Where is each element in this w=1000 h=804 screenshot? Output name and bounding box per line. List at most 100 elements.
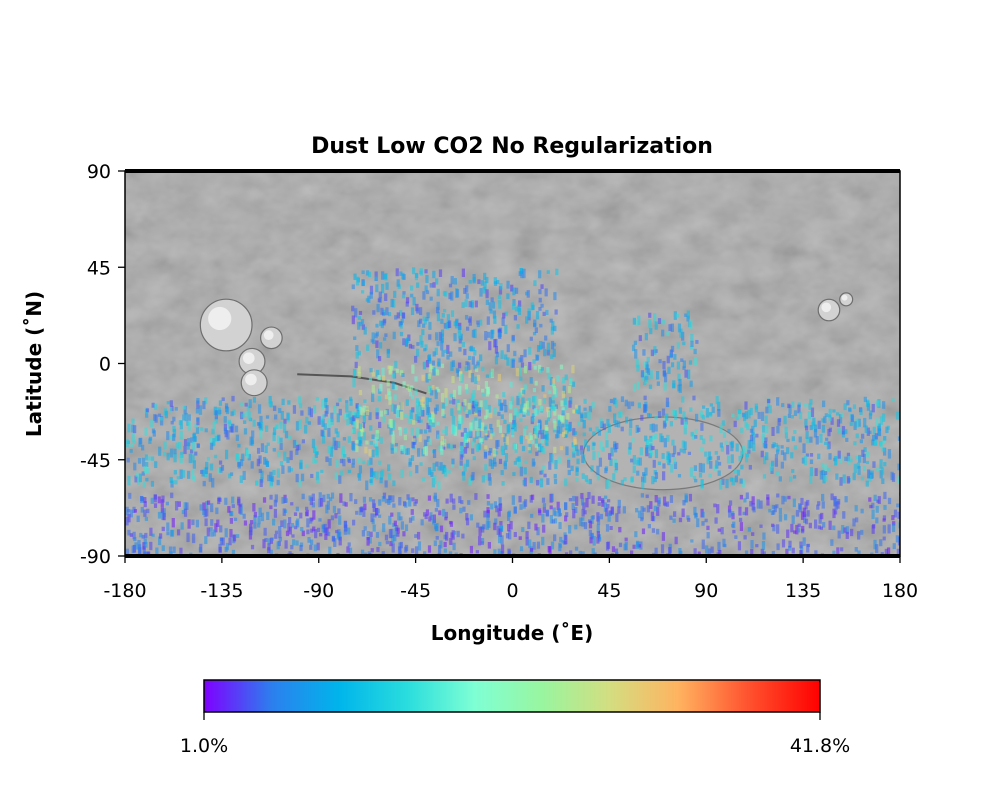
- heatmap-cell: [872, 435, 876, 441]
- heatmap-cell: [533, 395, 537, 406]
- heatmap-cell: [882, 515, 887, 521]
- heatmap-cell: [399, 541, 403, 549]
- heatmap-cell: [800, 511, 805, 520]
- heatmap-cell: [733, 469, 738, 474]
- heatmap-cell: [249, 526, 253, 536]
- heatmap-cell: [500, 470, 504, 476]
- heatmap-cell: [534, 438, 539, 446]
- heatmap-cell: [640, 493, 645, 498]
- heatmap-cell: [290, 544, 294, 550]
- heatmap-cell: [524, 460, 528, 464]
- heatmap-cell: [881, 478, 885, 485]
- heatmap-cell: [257, 404, 262, 414]
- heatmap-cell: [682, 366, 686, 370]
- heatmap-cell: [583, 398, 587, 404]
- heatmap-cell: [354, 499, 358, 505]
- heatmap-cell: [314, 451, 318, 459]
- heatmap-cell: [405, 297, 410, 304]
- heatmap-cell: [266, 442, 270, 446]
- heatmap-cell: [410, 307, 415, 316]
- heatmap-cell: [425, 316, 429, 322]
- heatmap-cell: [468, 369, 472, 378]
- heatmap-cell: [835, 412, 840, 416]
- heatmap-cell: [446, 443, 451, 449]
- heatmap-cell: [334, 428, 338, 434]
- heatmap-cell: [425, 360, 430, 368]
- heatmap-cell: [129, 448, 133, 453]
- heatmap-cell: [210, 531, 214, 537]
- heatmap-cell: [513, 531, 517, 538]
- heatmap-cell: [885, 426, 889, 434]
- heatmap-cell: [444, 397, 449, 407]
- heatmap-cell: [664, 502, 668, 507]
- heatmap-cell: [647, 524, 651, 529]
- heatmap-cell: [649, 328, 653, 335]
- colorbar-max-label: 41.8%: [790, 735, 850, 757]
- heatmap-cell: [822, 400, 826, 408]
- heatmap-cell: [284, 498, 288, 503]
- heatmap-cell: [666, 331, 670, 337]
- heatmap-cell: [368, 412, 372, 421]
- heatmap-cell: [355, 439, 359, 444]
- heatmap-cell: [267, 538, 271, 545]
- heatmap-cell: [791, 515, 795, 525]
- heatmap-cell: [338, 475, 342, 484]
- heatmap-cell: [882, 536, 886, 541]
- heatmap-cell: [205, 461, 209, 470]
- heatmap-cell: [132, 531, 136, 540]
- heatmap-cell: [628, 428, 632, 436]
- heatmap-cell: [519, 268, 524, 274]
- heatmap-cell: [580, 450, 584, 455]
- heatmap-cell: [527, 308, 531, 318]
- heatmap-cell: [414, 534, 418, 538]
- heatmap-cell: [747, 409, 751, 419]
- heatmap-cell: [830, 539, 834, 546]
- heatmap-cell: [755, 433, 759, 438]
- heatmap-cell: [701, 521, 705, 526]
- heatmap-cell: [498, 300, 502, 309]
- heatmap-cell: [809, 466, 814, 477]
- heatmap-cell: [700, 422, 704, 431]
- heatmap-cell: [588, 520, 593, 529]
- heatmap-cell: [675, 314, 680, 318]
- heatmap-cell: [314, 529, 318, 539]
- heatmap-cell: [541, 536, 545, 546]
- heatmap-cell: [522, 268, 526, 279]
- heatmap-cell: [295, 444, 300, 451]
- heatmap-cell: [883, 436, 887, 441]
- heatmap-cell: [793, 530, 797, 534]
- heatmap-cell: [476, 428, 480, 437]
- heatmap-cell: [847, 455, 851, 465]
- heatmap-cell: [667, 366, 671, 374]
- heatmap-cell: [866, 427, 870, 436]
- heatmap-cell: [596, 531, 600, 538]
- heatmap-cell: [382, 319, 386, 326]
- heatmap-cell: [536, 422, 541, 431]
- heatmap-cell: [328, 497, 333, 502]
- heatmap-cell: [614, 469, 618, 473]
- heatmap-cell: [469, 422, 473, 431]
- heatmap-cell: [669, 353, 673, 359]
- heatmap-cell: [534, 523, 538, 531]
- heatmap-cell: [342, 501, 346, 506]
- heatmap-cell: [763, 456, 767, 465]
- heatmap-cell: [776, 471, 780, 477]
- heatmap-cell: [362, 405, 366, 413]
- heatmap-cell: [314, 459, 318, 464]
- heatmap-cell: [591, 495, 595, 504]
- heatmap-cell: [214, 523, 218, 533]
- heatmap-cell: [595, 426, 599, 432]
- heatmap-cell: [423, 348, 427, 352]
- heatmap-cell: [477, 279, 481, 285]
- heatmap-cell: [559, 446, 564, 451]
- heatmap-cell: [474, 399, 478, 407]
- heatmap-cell: [681, 440, 685, 448]
- heatmap-cell: [357, 473, 361, 478]
- heatmap-cell: [180, 522, 184, 530]
- heatmap-cell: [477, 407, 481, 413]
- heatmap-cell: [400, 448, 404, 455]
- heatmap-cell: [461, 533, 465, 539]
- heatmap-cell: [407, 386, 412, 392]
- heatmap-cell: [519, 376, 523, 381]
- heatmap-cell: [384, 394, 389, 400]
